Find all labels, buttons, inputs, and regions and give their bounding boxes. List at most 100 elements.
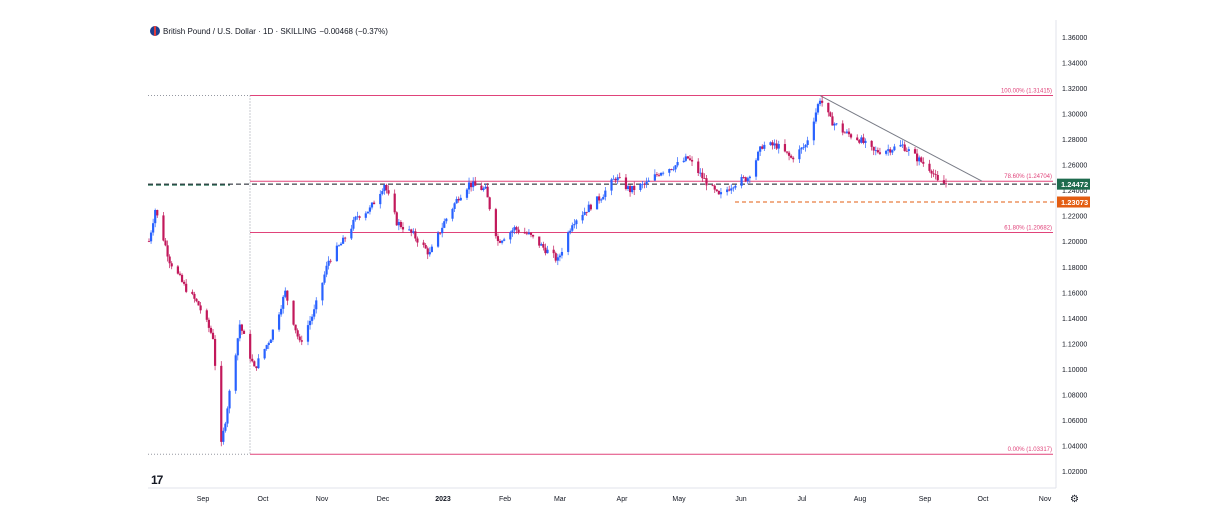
candle-body	[930, 170, 933, 174]
candle-body	[585, 211, 588, 213]
candle-body	[329, 260, 332, 262]
candle-body	[354, 216, 357, 220]
candle-body	[525, 233, 528, 235]
gear-icon[interactable]: ⚙	[1070, 494, 1079, 505]
candle-body	[610, 179, 613, 191]
candle-body	[703, 178, 706, 180]
x-tick-label: Nov	[1039, 496, 1052, 503]
symbol-title[interactable]: British Pound / U.S. Dollar · 1D · SKILL…	[163, 26, 317, 36]
candle-body	[236, 338, 239, 356]
candle-body	[726, 189, 729, 193]
candle-body	[668, 169, 671, 173]
candle-body	[701, 172, 704, 179]
candle-body	[414, 231, 417, 239]
candle-body	[903, 144, 906, 151]
candle-body	[690, 159, 694, 162]
y-tick-label: 1.28000	[1062, 137, 1087, 144]
candle-body	[170, 263, 173, 267]
candle-body	[156, 210, 159, 216]
candle-body	[915, 153, 919, 162]
x-tick-label: Oct	[978, 496, 989, 503]
x-tick-label: Apr	[617, 496, 629, 503]
candle-body	[697, 161, 700, 174]
candle-body	[757, 151, 760, 161]
y-tick-label: 1.14000	[1062, 316, 1087, 323]
candle-body	[631, 185, 634, 193]
candle-body	[344, 237, 347, 239]
candle-body	[486, 186, 489, 198]
candle-body	[676, 162, 679, 166]
candle-body	[928, 163, 931, 171]
y-tick-label: 1.16000	[1062, 290, 1087, 297]
candle-body	[474, 181, 477, 186]
candle-body	[323, 274, 326, 283]
tradingview-logo-icon[interactable]: 17	[151, 473, 163, 487]
candle-body	[587, 204, 590, 213]
candle-body	[899, 144, 902, 147]
candle-body	[806, 140, 809, 145]
candle-body	[482, 188, 485, 191]
price-label-text: 1.23073	[1061, 198, 1088, 207]
candle-body	[641, 183, 644, 185]
candle-body	[728, 189, 731, 191]
candle-body	[560, 251, 564, 256]
candle-body	[567, 232, 570, 252]
candle-body	[164, 240, 167, 246]
y-tick-label: 1.04000	[1062, 443, 1087, 450]
y-tick-label: 1.08000	[1062, 392, 1087, 399]
candle-body	[544, 247, 547, 254]
candle-body	[624, 177, 628, 190]
x-tick-label: 2023	[435, 496, 451, 503]
candle-body	[583, 211, 586, 215]
candle-body	[754, 160, 758, 177]
candle-body	[457, 198, 460, 201]
candle-body	[719, 192, 723, 195]
candle-body	[686, 156, 690, 159]
candle-body	[220, 365, 223, 442]
candle-body	[470, 182, 473, 188]
candle-body	[459, 197, 462, 201]
candle-body	[573, 224, 576, 226]
x-tick-label: Dec	[377, 496, 390, 503]
candle-body	[381, 191, 384, 194]
candle-body	[313, 309, 316, 317]
candle-body	[257, 358, 260, 369]
candle-body	[238, 324, 241, 339]
candle-body	[234, 355, 237, 391]
candle-body	[455, 198, 458, 204]
candle-body	[228, 390, 231, 409]
candle-body	[426, 248, 429, 255]
y-tick-label: 1.26000	[1062, 163, 1087, 170]
candle-body	[901, 144, 904, 146]
candle-body	[905, 150, 908, 152]
candle-body	[149, 232, 153, 242]
candle-body	[416, 238, 419, 243]
candle-body	[300, 340, 303, 342]
trendline	[819, 95, 983, 182]
candle-body	[674, 165, 677, 170]
candle-body	[308, 320, 312, 326]
candle-body	[372, 202, 376, 205]
candle-body	[775, 143, 778, 149]
candle-body	[769, 142, 772, 145]
y-tick-label: 1.30000	[1062, 112, 1087, 119]
candle-body	[748, 176, 751, 179]
candle-body	[771, 142, 774, 146]
candle-body	[315, 300, 318, 310]
candle-body	[730, 188, 733, 191]
candle-body	[296, 330, 299, 337]
candle-body	[831, 116, 834, 126]
candle-body	[325, 265, 328, 275]
candle-body	[213, 338, 217, 366]
candle-body	[199, 305, 202, 311]
candle-body	[271, 329, 274, 340]
candle-body	[515, 227, 518, 230]
candle-body	[292, 300, 295, 325]
candle-body	[527, 232, 531, 234]
candle-body	[327, 260, 330, 266]
y-tick-label: 1.24000	[1062, 188, 1087, 195]
candle-body	[598, 196, 601, 201]
candle-body	[269, 339, 272, 344]
candle-body	[818, 100, 822, 105]
